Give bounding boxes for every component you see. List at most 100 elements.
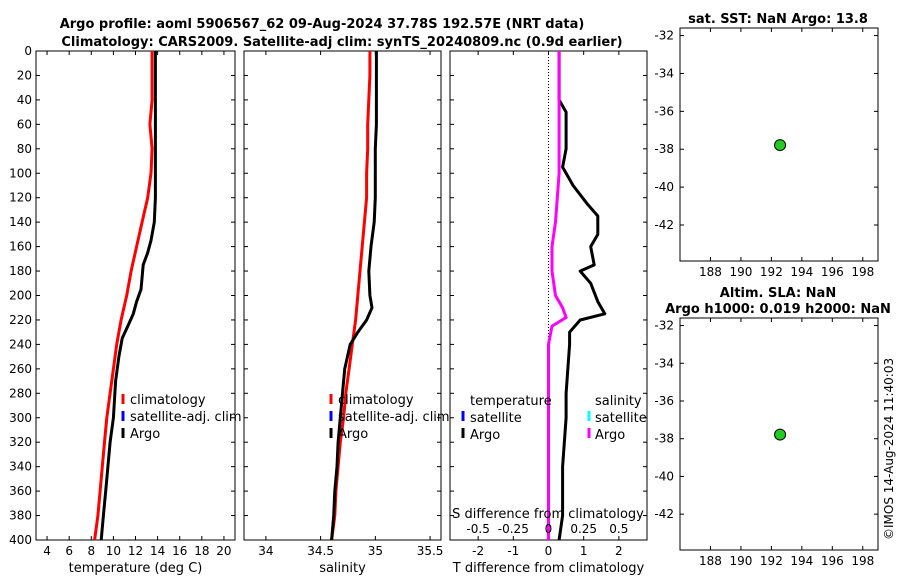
- sla-map-xtick-label: 194: [790, 554, 813, 568]
- depth-tick-label: 180: [9, 264, 32, 278]
- figure-title-line-1: Argo profile: aoml 5906567_62 09-Aug-202…: [60, 17, 585, 32]
- salinity-difference-axis-label: S difference from climatology: [452, 507, 644, 522]
- difference-legend-temp-argo: Argo: [470, 428, 500, 443]
- difference-legend-salinity-heading: salinity: [595, 394, 642, 409]
- temperature-profile-xtick-label: 10: [106, 544, 121, 558]
- sla-map-xtick-label: 188: [699, 554, 722, 568]
- depth-tick-label: 100: [9, 166, 32, 180]
- temperature-profile-legend-entry: satellite-adj. clim: [130, 410, 242, 425]
- difference-legend-sal-argo: Argo: [595, 428, 625, 443]
- temperature-profile-series-0-line: [93, 51, 154, 541]
- temperature-profile-xlabel: temperature (deg C): [69, 561, 203, 576]
- sst-map-ytick-label: -40: [654, 180, 674, 194]
- depth-tick-label: 240: [9, 337, 32, 351]
- sst-map-ytick-label: -34: [654, 66, 674, 80]
- depth-tick-label: 160: [9, 240, 32, 254]
- depth-tick-label: 400: [9, 533, 32, 547]
- salinity-profile-legend-entry: climatology: [338, 393, 414, 408]
- temperature-profile-xtick-label: 20: [216, 544, 231, 558]
- difference-profile-xtick-label: 1: [580, 544, 588, 558]
- sst-map-title: sat. SST: NaN Argo: 13.8: [688, 12, 868, 27]
- depth-tick-label: 0: [24, 44, 32, 58]
- sst-map-ytick-label: -38: [654, 142, 674, 156]
- difference-profile-series-0-line: [557, 51, 607, 541]
- difference-profile-series-1-line: [547, 51, 568, 540]
- depth-tick-label: 260: [9, 362, 32, 376]
- salinity-difference-tick-label: 0.5: [609, 522, 628, 536]
- sla-map-xtick-label: 196: [821, 554, 844, 568]
- temperature-profile-xtick-label: 8: [87, 544, 95, 558]
- sst-map-ytick-label: -42: [654, 218, 674, 232]
- salinity-difference-tick-label: 0: [545, 522, 553, 536]
- salinity-difference-tick-label: -0.5: [466, 522, 489, 536]
- temperature-profile-xtick-label: 14: [150, 544, 165, 558]
- salinity-profile-legend-entry: Argo: [338, 427, 368, 442]
- temperature-profile-xtick-label: 6: [65, 544, 73, 558]
- salinity-profile-legend-entry: satellite-adj. clim: [338, 410, 450, 425]
- difference-profile-xtick-label: 2: [615, 544, 623, 558]
- sla-map-frame: [679, 317, 879, 551]
- sst-map-frame: [679, 27, 879, 262]
- salinity-profile-xtick-label: 35.5: [417, 544, 444, 558]
- depth-tick-label: 220: [9, 313, 32, 327]
- difference-profile-xtick-label: -1: [507, 544, 519, 558]
- sla-map-ytick-label: -40: [654, 469, 674, 483]
- sla-map-ytick-label: -36: [654, 394, 674, 408]
- sla-map-argo-location-marker: [774, 428, 787, 441]
- sst-map-xtick-label: 190: [729, 265, 752, 279]
- salinity-profile-xlabel: salinity: [319, 561, 366, 576]
- depth-tick-label: 40: [17, 93, 32, 107]
- difference-profile-xtick-label: 0: [545, 544, 553, 558]
- sst-map-argo-location-marker: [774, 139, 787, 152]
- salinity-profile-frame: [243, 50, 442, 541]
- salinity-difference-tick-label: -0.25: [498, 522, 529, 536]
- difference-profile-xlabel: T difference from climatology: [452, 561, 645, 576]
- depth-tick-label: 80: [17, 142, 32, 156]
- temperature-profile-xtick-label: 16: [172, 544, 187, 558]
- temperature-profile-xtick-label: 18: [194, 544, 209, 558]
- sla-map-ytick-label: -34: [654, 356, 674, 370]
- sla-map-ytick-label: -38: [654, 432, 674, 446]
- salinity-profile-series-1-line: [330, 51, 378, 541]
- sst-map-xtick-label: 192: [760, 265, 783, 279]
- sla-map-xtick-label: 192: [760, 554, 783, 568]
- depth-tick-label: 20: [17, 68, 32, 82]
- sst-map-ytick-label: -36: [654, 104, 674, 118]
- sst-map-xtick-label: 188: [699, 265, 722, 279]
- depth-tick-label: 60: [17, 117, 32, 131]
- difference-profile-xtick-label: -2: [472, 544, 484, 558]
- depth-tick-label: 200: [9, 289, 32, 303]
- depth-tick-label: 320: [9, 435, 32, 449]
- salinity-profile-xtick-label: 34.5: [307, 544, 334, 558]
- temperature-profile-frame: [35, 50, 236, 541]
- depth-tick-label: 380: [9, 509, 32, 523]
- temperature-profile-xtick-label: 4: [43, 544, 51, 558]
- sst-map-xtick-label: 198: [851, 265, 874, 279]
- sst-map-xtick-label: 196: [821, 265, 844, 279]
- depth-tick-label: 360: [9, 484, 32, 498]
- depth-tick-label: 140: [9, 215, 32, 229]
- sst-map-xtick-label: 194: [790, 265, 813, 279]
- salinity-profile-xtick-label: 35: [368, 544, 383, 558]
- depth-tick-label: 280: [9, 386, 32, 400]
- temperature-profile-legend-entry: Argo: [130, 427, 160, 442]
- figure-title-line-2: Climatology: CARS2009. Satellite-adj cli…: [61, 35, 622, 50]
- difference-legend-temp-satellite: satellite: [470, 411, 522, 426]
- difference-legend-sal-satellite: satellite: [595, 411, 647, 426]
- sst-map-ytick-label: -32: [654, 29, 674, 43]
- sla-map-xtick-label: 190: [729, 554, 752, 568]
- temperature-profile-legend-entry: climatology: [130, 393, 206, 408]
- sla-map-ytick-label: -42: [654, 507, 674, 521]
- sla-map-title-2: Argo h1000: 0.019 h2000: NaN: [665, 302, 891, 317]
- salinity-difference-tick-label: 0.25: [570, 522, 597, 536]
- difference-legend-temperature-heading: temperature: [470, 394, 552, 409]
- sla-map-ytick-label: -32: [654, 319, 674, 333]
- depth-tick-label: 300: [9, 411, 32, 425]
- temperature-profile-xtick-label: 12: [128, 544, 143, 558]
- sla-map-xtick-label: 198: [851, 554, 874, 568]
- salinity-profile-xtick-label: 34: [258, 544, 273, 558]
- depth-tick-label: 340: [9, 460, 32, 474]
- depth-tick-label: 120: [9, 191, 32, 205]
- sla-map-title: Altim. SLA: NaN: [720, 286, 836, 301]
